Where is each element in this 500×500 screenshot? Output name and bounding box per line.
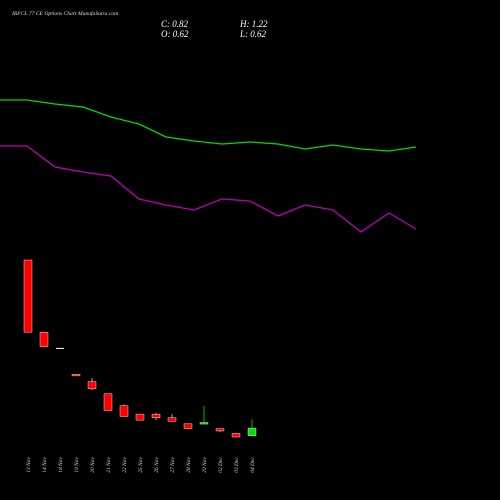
x-tick-label: 03 Dec xyxy=(234,457,240,473)
candle-1 xyxy=(23,259,33,333)
candle-2 xyxy=(39,332,49,347)
x-tick-label: 19 Nov xyxy=(74,457,80,473)
candle-body xyxy=(103,393,113,411)
x-tick-label: 02 Dec xyxy=(218,457,224,473)
candle-layer xyxy=(23,259,257,438)
candle-10 xyxy=(167,414,177,422)
x-tick-label: 28 Nov xyxy=(186,457,192,473)
candle-body xyxy=(167,417,177,422)
candle-body xyxy=(23,259,33,333)
x-tick-label: 21 Nov xyxy=(106,457,112,473)
x-axis-labels: 13 Nov 14 Nov 18 Nov 19 Nov 20 Nov 21 Nov 22 N… xyxy=(26,457,256,473)
candle-5 xyxy=(87,378,97,391)
x-tick-label: 04 Dec xyxy=(250,457,256,473)
close-readout: C: 0.82 xyxy=(161,19,189,29)
candle-body xyxy=(135,413,145,421)
x-tick-label: 26 Nov xyxy=(154,457,160,473)
x-tick-label: 27 Nov xyxy=(170,457,176,473)
candle-13 xyxy=(215,428,225,433)
x-tick-label: 22 Nov xyxy=(122,457,128,473)
candle-12 xyxy=(199,405,209,425)
candle-body xyxy=(119,405,129,417)
candle-body xyxy=(231,433,241,438)
candle-body xyxy=(247,427,257,436)
candle-body xyxy=(39,332,49,347)
x-tick-label: 18 Nov xyxy=(58,457,64,473)
x-tick-label: 14 Nov xyxy=(42,457,48,473)
candle-body xyxy=(151,413,161,418)
candle-body xyxy=(87,381,97,390)
candle-7 xyxy=(119,404,129,417)
candle-4 xyxy=(71,374,81,377)
moving-average-layer xyxy=(0,99,417,233)
candle-9 xyxy=(151,412,161,421)
candle-body xyxy=(215,428,225,432)
chart-title: IRFCL 77 CE Options Chart MunafaSutra.co… xyxy=(11,10,118,17)
moving-average-line-2 xyxy=(0,145,417,233)
candle-15 xyxy=(247,419,257,436)
candle-3 xyxy=(56,347,64,349)
low-readout: L: 0.62 xyxy=(239,29,267,39)
candle-11 xyxy=(183,423,193,429)
candle-14 xyxy=(231,432,241,438)
x-tick-label: 13 Nov xyxy=(26,457,32,473)
candle-body xyxy=(199,422,209,425)
x-tick-label: 25 Nov xyxy=(138,457,144,473)
candle-6 xyxy=(103,393,113,411)
open-readout: O: 0.62 xyxy=(161,29,189,39)
candle-8 xyxy=(135,413,145,421)
candle-body xyxy=(71,374,81,377)
candle-body xyxy=(183,423,193,429)
high-readout: H: 1.22 xyxy=(239,19,268,29)
candle-body xyxy=(56,347,64,349)
x-tick-label: 20 Nov xyxy=(90,457,96,473)
x-tick-label: 29 Nov xyxy=(202,457,208,473)
moving-average-line-1 xyxy=(0,99,417,152)
